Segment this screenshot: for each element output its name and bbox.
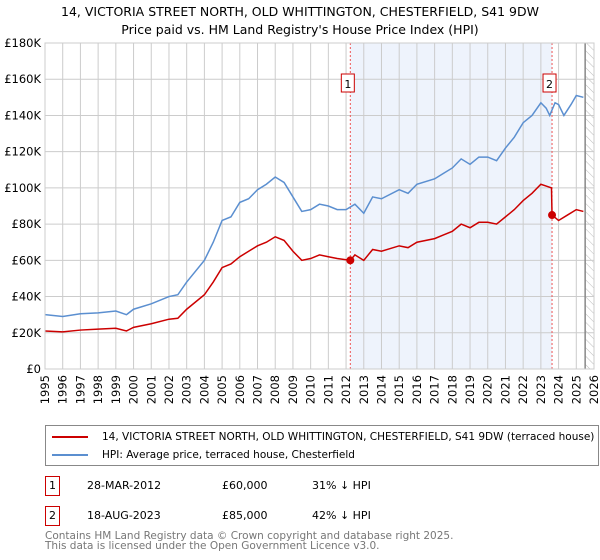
transaction-delta: 31% ↓ HPI [312,479,371,492]
plot-border [44,42,595,370]
chart-subtitle: Price paid vs. HM Land Registry's House … [121,22,479,37]
y-tick-label: £140K [4,108,41,122]
x-tick-label: 2003 [180,375,194,404]
sale-marker-label: 1 [344,78,351,91]
transaction-date: 18-AUG-2023 [87,509,161,522]
y-tick-label: £0 [26,362,41,376]
forecast-hatch [585,43,594,369]
legend-swatch-blue [52,454,88,456]
hpi-series-line [44,94,584,318]
transaction-badge: 2 [45,506,60,526]
transaction-delta: 42% ↓ HPI [312,509,371,522]
x-tick-label: 1995 [38,375,52,404]
transaction-price: £85,000 [222,509,268,522]
x-tick-label: 2025 [569,375,583,404]
x-tick-label: 2004 [197,375,211,404]
x-tick-label: 2011 [321,375,335,404]
x-tick-label: 2006 [233,375,247,404]
y-tick-label: £180K [4,36,41,50]
x-tick-label: 2005 [215,375,229,404]
sold-period-shade [350,43,553,369]
transaction-badge: 1 [45,476,60,496]
legend-item-property: 14, VICTORIA STREET NORTH, OLD WHITTINGT… [46,429,594,445]
x-tick-label: 2026 [587,375,600,404]
y-tick-label: £80K [12,217,42,231]
legend: 14, VICTORIA STREET NORTH, OLD WHITTINGT… [45,425,599,466]
transaction-row: 2 18-AUG-2023 £85,000 42% ↓ HPI [45,506,445,526]
chart-title: 14, VICTORIA STREET NORTH, OLD WHITTINGT… [61,4,539,19]
x-tick-label: 1998 [91,375,105,404]
x-tick-label: 2019 [463,375,477,404]
x-tick-label: 2024 [552,375,566,404]
x-tick-label: 2001 [144,375,158,404]
legend-item-hpi: HPI: Average price, terraced house, Ches… [46,447,355,463]
x-tick-label: 2016 [410,375,424,404]
y-tick-label: £40K [12,290,42,304]
sale-marker-label: 2 [546,78,553,91]
footer-copyright: Contains HM Land Registry data © Crown c… [45,530,454,542]
x-tick-label: 2020 [481,375,495,404]
sale-marker-badge [542,73,557,93]
y-tick-label: £60K [12,253,42,267]
x-tick-label: 2002 [162,375,176,404]
x-tick-label: 2021 [498,375,512,404]
x-tick-label: 2008 [268,375,282,404]
sale-marker-badge [340,73,355,93]
sale-point [346,256,355,265]
x-tick-label: 2010 [304,375,318,404]
x-tick-label: 1997 [73,375,87,404]
legend-label: 14, VICTORIA STREET NORTH, OLD WHITTINGT… [102,431,595,443]
transaction-date: 28-MAR-2012 [87,479,162,492]
x-tick-label: 1996 [56,375,70,404]
transaction-price: £60,000 [222,479,268,492]
x-tick-label: 2007 [251,375,265,404]
sale-point [548,211,557,220]
y-tick-label: £100K [4,181,41,195]
x-tick-label: 2023 [534,375,548,404]
x-tick-label: 2012 [339,375,353,404]
x-tick-label: 2022 [516,375,530,404]
x-tick-label: 2015 [392,375,406,404]
x-tick-label: 2017 [428,375,442,404]
footer-licence: This data is licensed under the Open Gov… [45,540,380,552]
x-tick-label: 2014 [374,375,388,404]
x-tick-label: 2013 [357,375,371,404]
x-tick-label: 2009 [286,375,300,404]
legend-label: HPI: Average price, terraced house, Ches… [102,449,355,461]
transaction-row: 1 28-MAR-2012 £60,000 31% ↓ HPI [45,476,445,496]
x-tick-label: 1999 [109,375,123,404]
x-tick-label: 2018 [445,375,459,404]
y-tick-label: £120K [4,145,41,159]
y-tick-label: £160K [4,72,41,86]
y-tick-label: £20K [12,326,42,340]
x-tick-label: 2000 [127,375,141,404]
footer: Contains HM Land Registry data © Crown c… [45,530,454,552]
legend-swatch-red [52,436,88,438]
price-chart: 1995 1996 1997 1998 1999 2000 2001 2002 2003 2004… [4,36,600,404]
